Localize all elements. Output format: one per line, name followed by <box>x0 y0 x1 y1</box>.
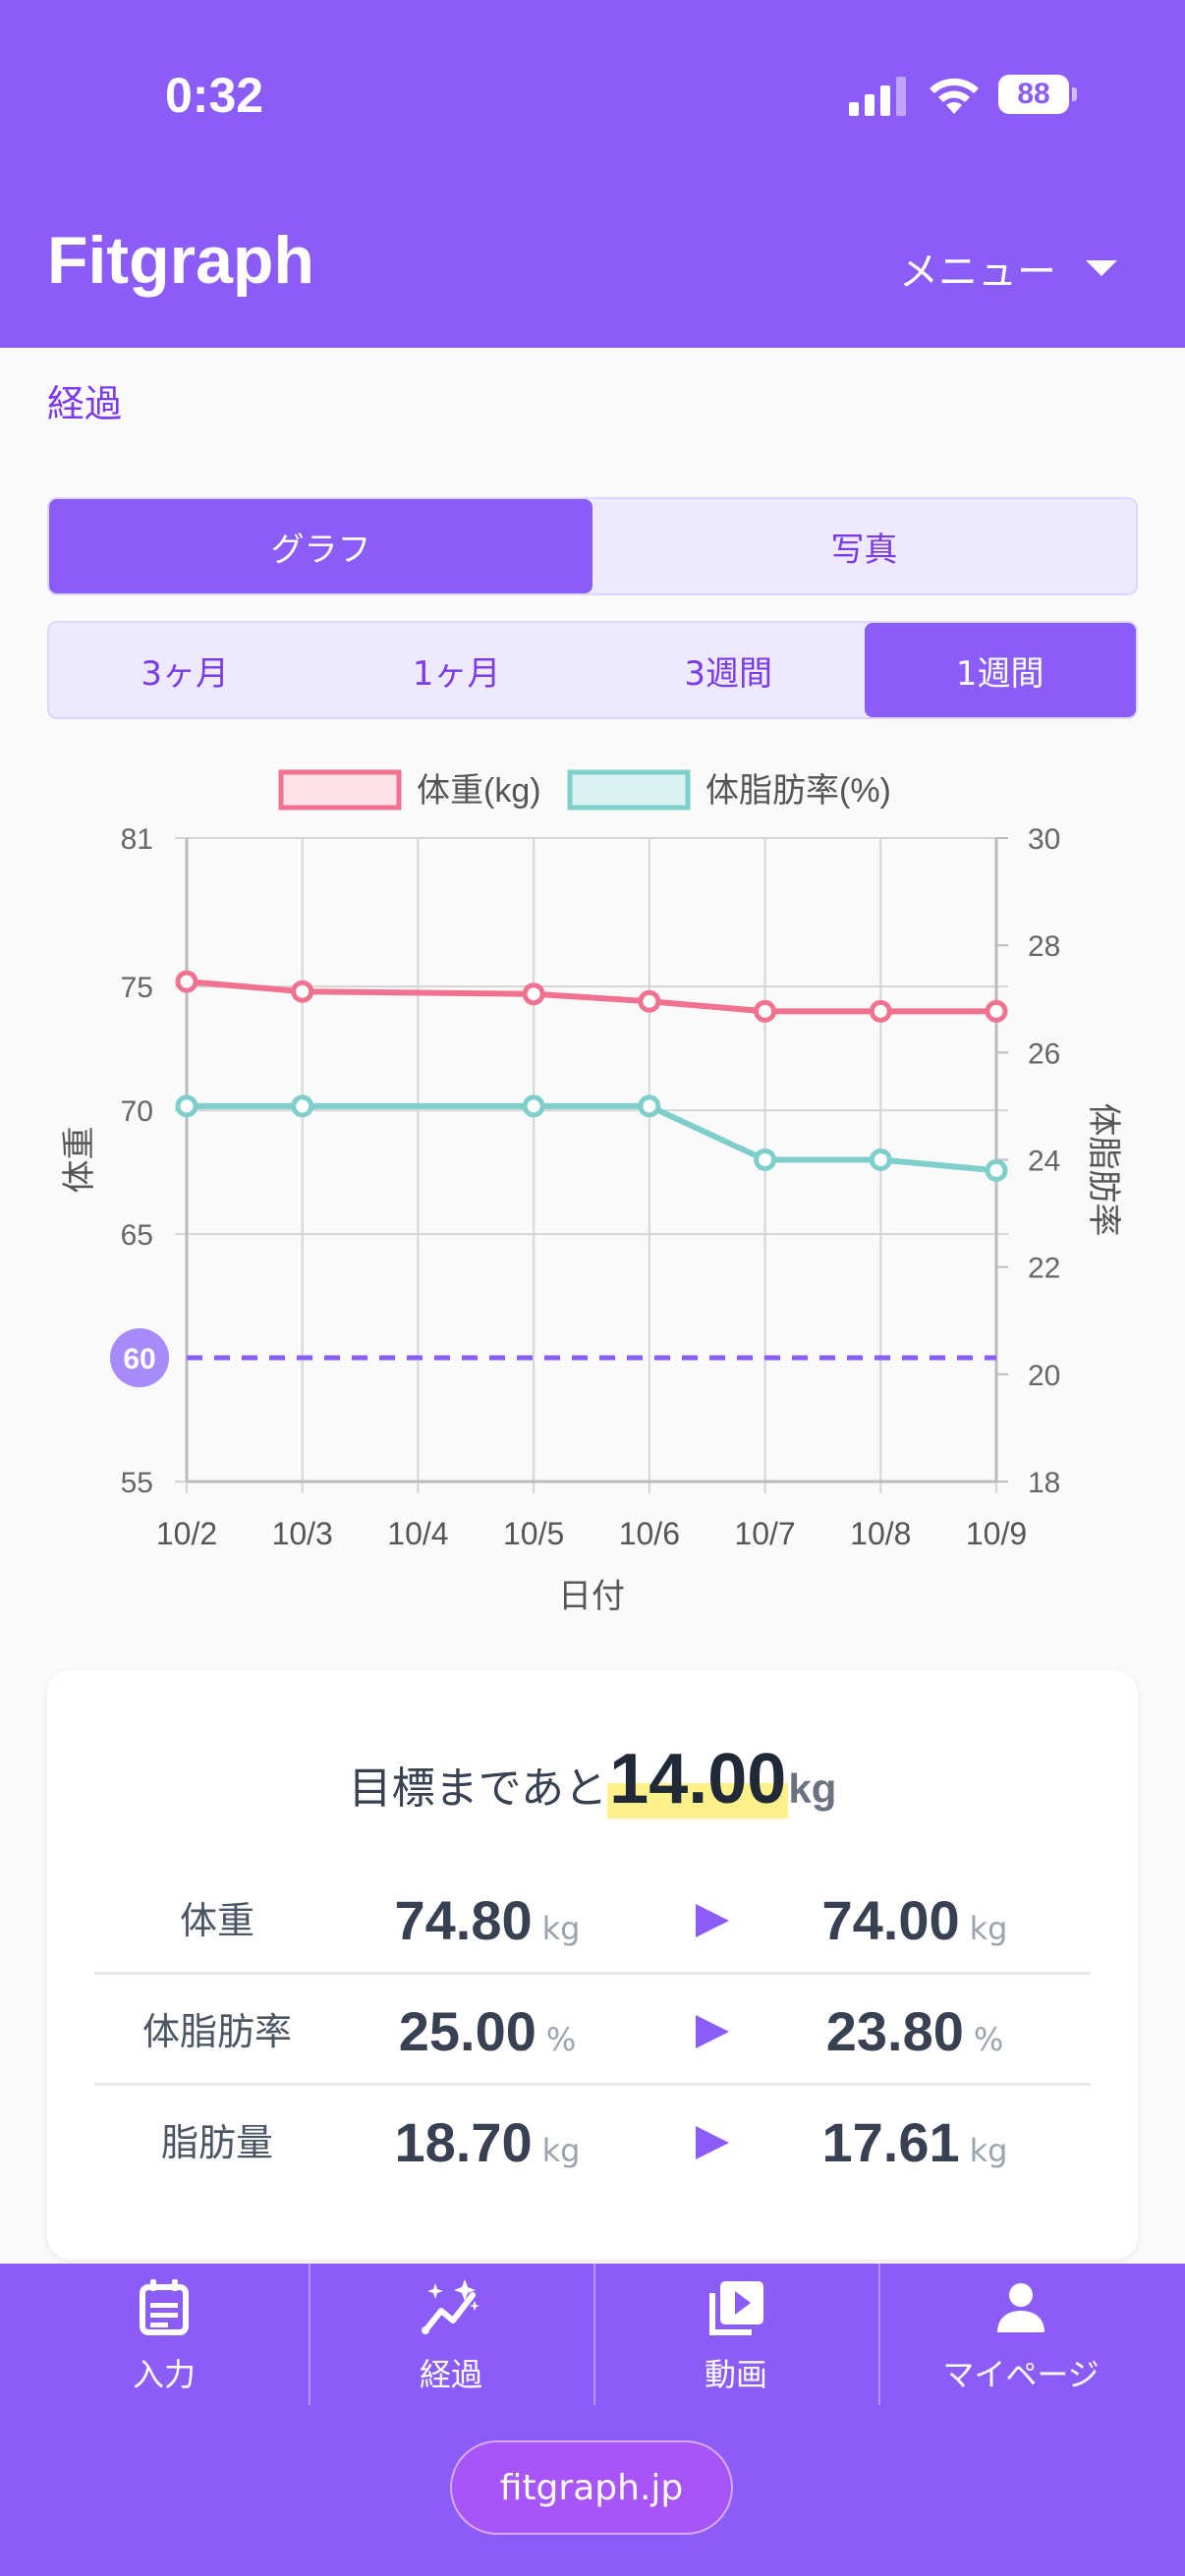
data-point <box>985 1158 1008 1182</box>
goal-unit: kg <box>788 1765 837 1812</box>
data-point <box>291 1094 314 1118</box>
data-point <box>291 980 314 1003</box>
site-link[interactable]: fitgraph.jp <box>450 2440 733 2535</box>
wifi-icon <box>930 78 979 114</box>
data-point <box>754 999 777 1023</box>
tab-label: マイページ <box>942 2356 1100 2393</box>
data-point <box>175 970 198 993</box>
y-tick-label-right: 24 <box>1028 1146 1060 1178</box>
y-tick-label-right: 22 <box>1028 1253 1060 1285</box>
chevron-down-icon <box>1086 260 1117 276</box>
data-point <box>175 1094 198 1118</box>
row-from: 25.00% <box>398 2000 577 2062</box>
menu-button[interactable]: メニュー <box>899 240 1117 297</box>
data-point <box>522 982 545 1006</box>
row-to: 17.61 kg <box>821 2111 1008 2173</box>
y-axis-title-right: 体脂肪率 <box>1085 1103 1122 1237</box>
data-point <box>869 999 892 1023</box>
battery-level: 88 <box>998 75 1069 114</box>
range-selector: 3ヶ月 1ヶ月 3週間 1週間 <box>47 621 1138 719</box>
view-switcher: グラフ 写真 <box>47 497 1138 595</box>
progress-chart: 体重(kg) 体脂肪率(%) 60 55 65 70 75 81 18 20 22 24 26 28 3… <box>61 769 1122 1615</box>
x-tick-label: 10/4 <box>387 1516 448 1551</box>
y-tick-label-right: 18 <box>1028 1467 1060 1499</box>
data-point <box>869 1148 892 1171</box>
person-icon <box>997 2283 1044 2332</box>
range-1-month[interactable]: 1ヶ月 <box>412 653 501 694</box>
row-to: 23.80% <box>825 2000 1004 2062</box>
arrow-right-icon <box>696 2015 729 2048</box>
y-tick-label-right: 20 <box>1028 1360 1060 1392</box>
goal-marker <box>110 1328 169 1388</box>
x-tick-label: 10/2 <box>156 1516 217 1551</box>
summary-card: 目標まであと14.00kg 体重 74.80 kg 74.00 kg 体脂肪率 25… <box>47 1670 1138 2260</box>
goal-prefix: 目標まであと <box>348 1764 608 1814</box>
y-tick-label-left: 55 <box>121 1467 153 1499</box>
goal-remaining: 目標まであと14.00kg <box>47 1739 1138 1820</box>
goal-value: 14.00 <box>607 1740 789 1819</box>
tab-label: 経過 <box>419 2356 482 2393</box>
range-3-months[interactable]: 3ヶ月 <box>141 653 230 694</box>
summary-row-fat-mass: 脂肪量 18.70 kg 17.61 kg <box>94 2089 1091 2197</box>
tab-progress[interactable]: 経過 <box>309 2264 593 2405</box>
sparkle-chart-icon <box>422 2279 480 2334</box>
y-tick-label-right: 26 <box>1028 1037 1060 1070</box>
status-time: 0:32 <box>165 68 264 123</box>
x-tick-label: 10/5 <box>503 1516 564 1551</box>
tab-mypage[interactable]: マイページ <box>878 2264 1163 2405</box>
app-title[interactable]: Fitgraph <box>47 223 314 298</box>
calendar-list-icon <box>140 2279 189 2335</box>
range-3-weeks[interactable]: 3週間 <box>684 653 773 694</box>
row-label: 体重 <box>179 1899 254 1942</box>
battery-icon: 88 <box>998 75 1077 114</box>
bottom-tab-bar: 入力 経過 動画 マイページ fitgraph.jp <box>0 2264 1185 2576</box>
x-tick-label: 10/7 <box>734 1516 795 1551</box>
row-from: 74.80 kg <box>394 1889 581 1951</box>
data-point <box>754 1148 777 1171</box>
y-tick-label-left: 65 <box>121 1219 153 1252</box>
y-tick-label-left: 70 <box>121 1095 153 1128</box>
legend-swatch <box>278 769 402 811</box>
row-label: 体脂肪率 <box>141 2010 292 2053</box>
breadcrumb[interactable]: 経過 <box>47 382 123 425</box>
range-1-week[interactable]: 1週間 <box>864 623 1136 717</box>
row-from: 18.70 kg <box>394 2111 581 2173</box>
legend-swatch <box>567 769 691 811</box>
tab-input[interactable]: 入力 <box>22 2264 307 2405</box>
tab-label: 動画 <box>704 2356 767 2393</box>
goal-marker-label: 60 <box>123 1343 155 1375</box>
row-to: 74.00 kg <box>821 1889 1008 1951</box>
x-tick-label: 10/6 <box>619 1516 680 1551</box>
data-point <box>638 989 661 1013</box>
y-tick-label-right: 28 <box>1028 930 1060 963</box>
data-point <box>985 999 1008 1023</box>
app-header: Fitgraph メニュー <box>0 187 1185 348</box>
y-tick-label-left: 81 <box>121 823 153 856</box>
x-tick-label: 10/3 <box>272 1516 333 1551</box>
x-tick-label: 10/8 <box>850 1516 911 1551</box>
x-axis-title: 日付 <box>558 1578 625 1615</box>
tab-photo[interactable]: 写真 <box>830 530 898 570</box>
summary-row-body-fat: 体脂肪率 25.00% 23.80% <box>94 1978 1091 2086</box>
arrow-right-icon <box>696 2126 729 2159</box>
video-library-icon <box>709 2281 763 2335</box>
y-tick-label-left: 75 <box>121 972 153 1004</box>
tab-graph[interactable]: グラフ <box>49 499 592 593</box>
tab-video[interactable]: 動画 <box>593 2264 878 2405</box>
cellular-signal-icon <box>849 77 906 116</box>
summary-row-weight: 体重 74.80 kg 74.00 kg <box>94 1867 1091 1975</box>
data-point <box>638 1094 661 1118</box>
row-label: 脂肪量 <box>160 2121 273 2164</box>
y-tick-label-right: 30 <box>1028 823 1060 856</box>
menu-label: メニュー <box>899 250 1056 295</box>
data-point <box>522 1094 545 1118</box>
y-axis-title-left: 体重 <box>61 1127 98 1194</box>
status-bar: 0:32 88 <box>0 0 1185 187</box>
legend-label: 体重(kg) <box>417 772 541 810</box>
arrow-right-icon <box>696 1904 729 1937</box>
legend-label: 体脂肪率(%) <box>705 772 891 810</box>
tab-label: 入力 <box>132 2356 196 2393</box>
x-tick-label: 10/9 <box>966 1516 1027 1551</box>
